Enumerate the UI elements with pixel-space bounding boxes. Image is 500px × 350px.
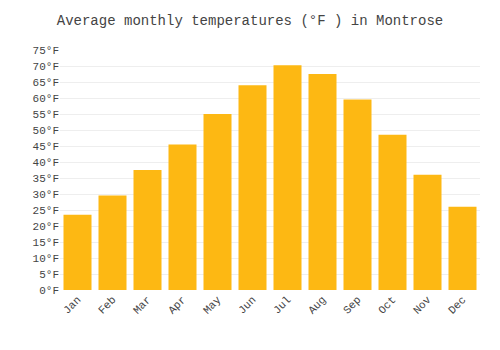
svg-text:20°F: 20°F — [33, 221, 59, 233]
svg-text:May: May — [201, 294, 224, 317]
svg-text:0°F: 0°F — [39, 285, 59, 297]
svg-text:15°F: 15°F — [33, 237, 59, 249]
svg-text:Jun: Jun — [236, 294, 258, 316]
svg-text:65°F: 65°F — [33, 77, 59, 89]
svg-text:70°F: 70°F — [33, 61, 59, 73]
svg-text:Dec: Dec — [446, 294, 468, 316]
svg-text:Jan: Jan — [61, 294, 83, 316]
svg-text:50°F: 50°F — [33, 125, 59, 137]
svg-text:Oct: Oct — [376, 294, 398, 316]
svg-text:Feb: Feb — [96, 294, 118, 316]
svg-text:Jul: Jul — [271, 294, 293, 316]
svg-text:25°F: 25°F — [33, 205, 59, 217]
svg-text:35°F: 35°F — [33, 173, 59, 185]
svg-text:Aug: Aug — [306, 294, 328, 316]
svg-text:30°F: 30°F — [33, 189, 59, 201]
svg-text:Mar: Mar — [131, 294, 153, 316]
svg-text:Nov: Nov — [411, 294, 434, 317]
svg-text:75°F: 75°F — [33, 45, 59, 57]
svg-text:5°F: 5°F — [39, 269, 59, 281]
svg-text:Average monthly temperatures (: Average monthly temperatures (°F ) in Mo… — [57, 13, 443, 29]
svg-text:60°F: 60°F — [33, 93, 59, 105]
svg-text:10°F: 10°F — [33, 253, 59, 265]
svg-text:40°F: 40°F — [33, 157, 59, 169]
svg-text:Apr: Apr — [166, 294, 188, 316]
svg-text:45°F: 45°F — [33, 141, 59, 153]
svg-text:55°F: 55°F — [33, 109, 59, 121]
svg-text:Sep: Sep — [341, 294, 363, 316]
